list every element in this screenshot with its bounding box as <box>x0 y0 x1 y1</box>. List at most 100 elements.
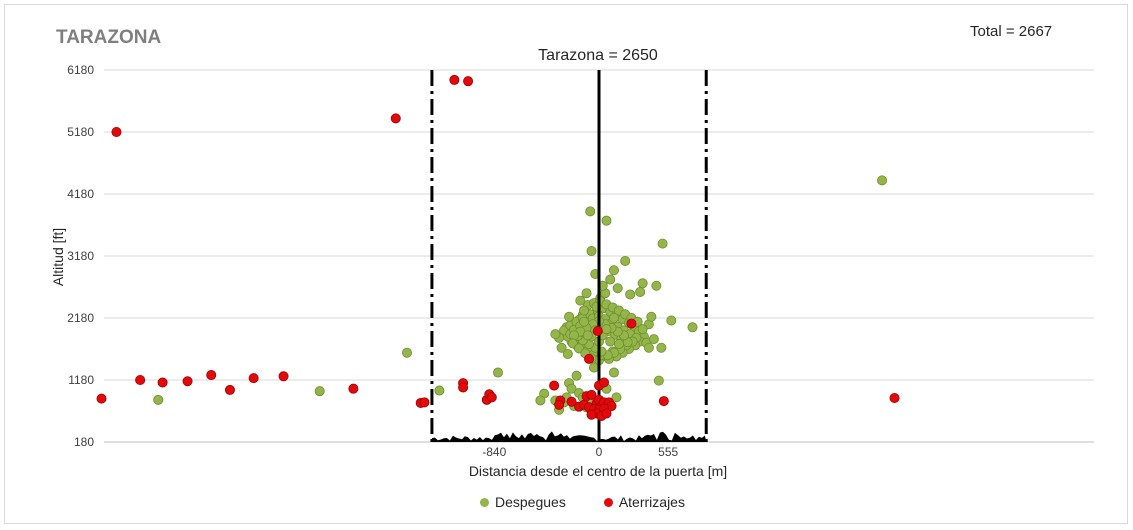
point-aterrizajes <box>889 392 900 403</box>
point-aterrizajes <box>348 383 359 394</box>
legend-swatch-despegues <box>480 497 489 507</box>
point-despegues <box>656 342 667 353</box>
point-aterrizajes <box>182 376 193 387</box>
point-despegues <box>575 295 586 306</box>
point-despegues <box>687 322 698 333</box>
point-despegues <box>564 311 575 322</box>
point-aterrizajes <box>554 399 565 410</box>
point-despegues <box>877 175 888 186</box>
chart-frame <box>4 4 1128 524</box>
point-despegues <box>605 336 616 347</box>
point-despegues <box>648 334 659 345</box>
point-despegues <box>653 375 664 386</box>
legend-label-aterrizajes: Aterrizajes <box>618 494 685 510</box>
point-aterrizajes <box>549 380 560 391</box>
legend-label-despegues: Despegues <box>495 494 566 510</box>
point-despegues <box>314 386 325 397</box>
point-despegues <box>434 385 445 396</box>
point-despegues <box>601 324 612 335</box>
point-aterrizajes <box>449 74 460 85</box>
y-tick-label: 5180 <box>67 125 94 139</box>
y-tick-label: 6180 <box>67 63 94 77</box>
point-despegues <box>637 278 648 289</box>
point-aterrizajes <box>248 373 259 384</box>
point-despegues <box>601 215 612 226</box>
point-aterrizajes <box>96 393 107 404</box>
legend-item-aterrizajes: Aterrizajes <box>603 494 685 510</box>
gate-lines <box>430 70 708 442</box>
point-despegues <box>579 305 590 316</box>
point-aterrizajes <box>584 353 595 364</box>
point-aterrizajes <box>598 377 609 388</box>
point-aterrizajes <box>601 408 612 419</box>
y-tick-label: 1180 <box>68 373 94 387</box>
legend-swatch-aterrizajes <box>603 497 613 507</box>
point-aterrizajes <box>224 384 235 395</box>
point-despegues <box>556 342 567 353</box>
point-despegues <box>586 246 597 257</box>
point-aterrizajes <box>592 326 603 337</box>
legend: Despegues Aterrizajes <box>480 494 685 510</box>
point-despegues <box>637 324 648 335</box>
point-despegues <box>635 286 646 297</box>
point-aterrizajes <box>486 392 497 403</box>
point-despegues <box>401 347 412 358</box>
point-despegues <box>646 311 657 322</box>
point-aterrizajes <box>463 76 474 87</box>
point-despegues <box>620 255 631 266</box>
x-tick-label: 0 <box>596 445 603 459</box>
point-despegues <box>657 238 668 249</box>
site-label: TARAZONA <box>56 27 162 48</box>
point-despegues <box>585 206 596 217</box>
point-despegues <box>651 280 662 291</box>
x-tick-label: -840 <box>482 445 506 459</box>
point-despegues <box>643 342 654 353</box>
point-despegues <box>589 362 600 373</box>
point-despegues <box>579 316 590 327</box>
series-aterrizajes <box>96 74 900 421</box>
y-tick-labels: 180 1180 2180 3180 4180 5180 6180 <box>67 63 94 449</box>
point-despegues <box>608 312 619 323</box>
point-aterrizajes <box>566 396 577 407</box>
point-despegues <box>581 288 592 299</box>
total-count-label: Total = 2667 <box>970 23 1053 40</box>
point-aterrizajes <box>658 396 669 407</box>
point-despegues <box>571 370 582 381</box>
point-despegues <box>582 330 593 341</box>
y-tick-label: 2180 <box>67 311 94 325</box>
point-despegues <box>608 367 619 378</box>
x-tick-label: 555 <box>658 445 678 459</box>
point-despegues <box>608 265 619 276</box>
point-aterrizajes <box>458 382 469 393</box>
point-aterrizajes <box>586 389 597 400</box>
point-aterrizajes <box>278 371 289 382</box>
terrain-silhouette <box>431 431 707 442</box>
point-aterrizajes <box>626 318 637 329</box>
x-tick-labels: -840 0 555 <box>482 445 678 459</box>
point-despegues <box>613 339 624 350</box>
point-aterrizajes <box>135 374 146 385</box>
y-tick-label: 180 <box>74 435 94 449</box>
chart-title: Tarazona = 2650 <box>538 47 658 64</box>
point-aterrizajes <box>157 377 168 388</box>
point-aterrizajes <box>419 397 430 408</box>
point-despegues <box>153 394 164 405</box>
legend-item-despegues: Despegues <box>480 494 566 510</box>
x-axis-label: Distancia desde el centro de la puerta [… <box>468 463 728 479</box>
point-despegues <box>566 383 577 394</box>
point-despegues <box>535 395 546 406</box>
terrain-profile <box>431 431 707 442</box>
y-tick-label: 4180 <box>67 187 94 201</box>
point-despegues <box>611 392 622 403</box>
point-despegues <box>550 329 561 340</box>
point-despegues <box>605 274 616 285</box>
point-aterrizajes <box>586 409 597 420</box>
y-tick-label: 3180 <box>67 249 94 263</box>
point-aterrizajes <box>206 370 217 381</box>
point-despegues <box>666 315 677 326</box>
point-despegues <box>625 289 636 300</box>
point-aterrizajes <box>390 113 401 124</box>
point-despegues <box>612 283 623 294</box>
point-despegues <box>493 367 504 378</box>
